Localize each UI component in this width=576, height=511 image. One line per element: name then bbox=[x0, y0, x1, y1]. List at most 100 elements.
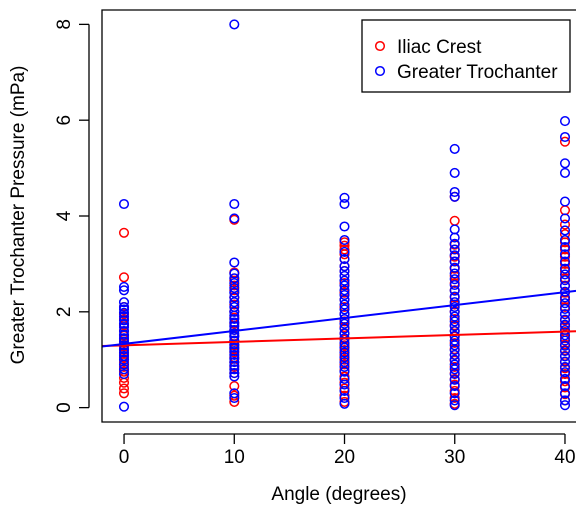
point-greater-trochanter-21 bbox=[118, 364, 130, 375]
point-greater-trochanter-42 bbox=[229, 328, 240, 339]
point-iliac-crest-41 bbox=[229, 381, 240, 392]
point-greater-trochanter-155 bbox=[559, 351, 571, 362]
point-greater-trochanter-84 bbox=[339, 361, 350, 372]
x-tick-label: 20 bbox=[334, 447, 355, 468]
x-axis-label: Angle (degrees) bbox=[271, 484, 406, 505]
point-greater-trochanter-20 bbox=[118, 359, 130, 370]
x-tick-label: 40 bbox=[554, 447, 575, 468]
y-tick-label: 2 bbox=[54, 307, 75, 318]
point-greater-trochanter-29 bbox=[229, 273, 240, 284]
point-greater-trochanter-8 bbox=[118, 315, 130, 326]
point-greater-trochanter-81 bbox=[339, 347, 350, 358]
point-greater-trochanter-95 bbox=[449, 224, 460, 235]
point-greater-trochanter-54 bbox=[229, 371, 240, 382]
point-greater-trochanter-3 bbox=[118, 297, 130, 308]
x-tick-label: 30 bbox=[444, 447, 465, 468]
point-greater-trochanter-97 bbox=[449, 238, 460, 249]
greater-trochanter-fit-line bbox=[101, 289, 576, 348]
point-greater-trochanter-136 bbox=[559, 242, 571, 253]
point-greater-trochanter-9 bbox=[118, 318, 130, 329]
point-greater-trochanter-88 bbox=[339, 385, 350, 396]
point-iliac-crest-72 bbox=[449, 215, 460, 226]
legend-box bbox=[361, 19, 571, 93]
point-iliac-crest-100 bbox=[559, 205, 571, 216]
point-greater-trochanter-1 bbox=[118, 281, 130, 292]
point-greater-trochanter-63 bbox=[339, 261, 350, 272]
point-greater-trochanter-51 bbox=[229, 360, 240, 371]
point-greater-trochanter-70 bbox=[339, 294, 350, 305]
point-greater-trochanter-149 bbox=[559, 319, 571, 330]
point-greater-trochanter-75 bbox=[339, 318, 350, 329]
point-greater-trochanter-119 bbox=[449, 354, 460, 365]
point-greater-trochanter-161 bbox=[559, 388, 571, 399]
point-greater-trochanter-162 bbox=[559, 395, 571, 406]
point-greater-trochanter-120 bbox=[449, 359, 460, 370]
point-greater-trochanter-103 bbox=[449, 274, 460, 285]
point-greater-trochanter-105 bbox=[449, 285, 460, 296]
point-greater-trochanter-106 bbox=[449, 291, 460, 302]
point-greater-trochanter-153 bbox=[559, 340, 571, 351]
point-greater-trochanter-67 bbox=[339, 280, 350, 291]
point-iliac-crest-20 bbox=[118, 388, 130, 399]
point-greater-trochanter-89 bbox=[339, 392, 350, 404]
legend-marker-iliac-crest bbox=[374, 40, 386, 52]
point-greater-trochanter-10 bbox=[118, 322, 130, 333]
point-greater-trochanter-52 bbox=[229, 364, 240, 375]
point-greater-trochanter-126 bbox=[449, 395, 460, 406]
point-greater-trochanter-107 bbox=[449, 297, 460, 308]
point-greater-trochanter-58 bbox=[339, 198, 350, 210]
point-greater-trochanter-145 bbox=[559, 298, 571, 309]
point-greater-trochanter-45 bbox=[229, 339, 240, 350]
point-greater-trochanter-147 bbox=[559, 309, 571, 320]
point-greater-trochanter-132 bbox=[559, 196, 571, 207]
point-greater-trochanter-87 bbox=[339, 379, 350, 390]
point-greater-trochanter-56 bbox=[229, 392, 240, 404]
point-greater-trochanter-22 bbox=[118, 369, 130, 380]
point-greater-trochanter-154 bbox=[559, 346, 571, 357]
point-greater-trochanter-152 bbox=[559, 335, 571, 346]
point-greater-trochanter-112 bbox=[449, 321, 460, 332]
point-greater-trochanter-156 bbox=[559, 356, 571, 367]
point-greater-trochanter-99 bbox=[449, 250, 460, 261]
point-greater-trochanter-12 bbox=[118, 329, 130, 340]
point-greater-trochanter-104 bbox=[449, 279, 460, 291]
point-greater-trochanter-80 bbox=[339, 342, 350, 353]
point-greater-trochanter-159 bbox=[559, 373, 571, 384]
point-greater-trochanter-128 bbox=[559, 116, 571, 127]
point-greater-trochanter-57 bbox=[339, 192, 350, 203]
point-greater-trochanter-125 bbox=[449, 388, 460, 399]
point-greater-trochanter-39 bbox=[229, 317, 240, 328]
point-greater-trochanter-32 bbox=[229, 287, 240, 298]
point-greater-trochanter-111 bbox=[449, 316, 460, 327]
point-greater-trochanter-96 bbox=[449, 232, 460, 243]
point-greater-trochanter-28 bbox=[229, 268, 240, 279]
point-greater-trochanter-122 bbox=[449, 369, 460, 380]
point-greater-trochanter-102 bbox=[449, 268, 460, 279]
point-greater-trochanter-33 bbox=[229, 292, 240, 303]
axes-layer: 0 10 20 30 40 0 2 4 6 8 bbox=[54, 9, 576, 468]
point-greater-trochanter-85 bbox=[339, 366, 350, 377]
point-greater-trochanter-148 bbox=[559, 314, 571, 325]
point-greater-trochanter-127 bbox=[449, 400, 460, 411]
point-greater-trochanter-44 bbox=[229, 335, 240, 346]
point-greater-trochanter-19 bbox=[118, 354, 130, 365]
point-greater-trochanter-62 bbox=[339, 254, 350, 265]
point-greater-trochanter-91 bbox=[449, 143, 460, 154]
point-greater-trochanter-71 bbox=[339, 299, 350, 310]
legend-label-iliac-crest: Iliac Crest bbox=[397, 37, 482, 58]
point-greater-trochanter-116 bbox=[449, 340, 460, 351]
point-greater-trochanter-65 bbox=[339, 270, 350, 281]
point-greater-trochanter-131 bbox=[559, 167, 571, 178]
point-greater-trochanter-36 bbox=[229, 306, 240, 317]
point-greater-trochanter-139 bbox=[559, 263, 571, 274]
point-greater-trochanter-24 bbox=[229, 19, 240, 30]
point-greater-trochanter-121 bbox=[449, 364, 460, 375]
point-greater-trochanter-86 bbox=[339, 373, 350, 384]
point-greater-trochanter-123 bbox=[449, 374, 460, 385]
point-greater-trochanter-133 bbox=[559, 213, 571, 224]
point-greater-trochanter-37 bbox=[229, 310, 240, 321]
y-axis-label: Greater Trochanter Pressure (mPa) bbox=[8, 66, 29, 365]
point-greater-trochanter-30 bbox=[229, 278, 240, 289]
point-greater-trochanter-130 bbox=[559, 158, 571, 169]
